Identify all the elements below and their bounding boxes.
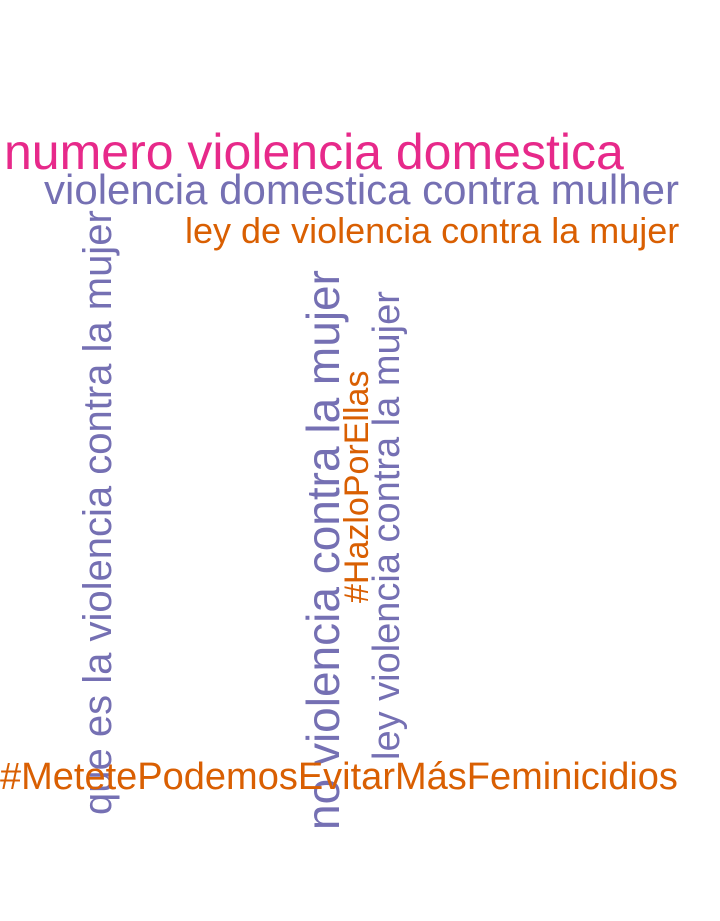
word-ley-de-violencia: ley de violencia contra la mujer [185,210,680,251]
word-violencia-domestica-contra-mulher: violencia domestica contra mulher [44,166,679,213]
word-hashtag-metete: #MetetePodemosEvitarMásFeminicidios [0,756,678,798]
word-que-es-la-violencia: que es la violencia contra la mujer [76,210,120,815]
word-hashtag-hazlo-por-ellas: #HazloPorEllas [338,370,376,603]
word-numero-violencia-domestica: numero violencia domestica [4,124,624,180]
